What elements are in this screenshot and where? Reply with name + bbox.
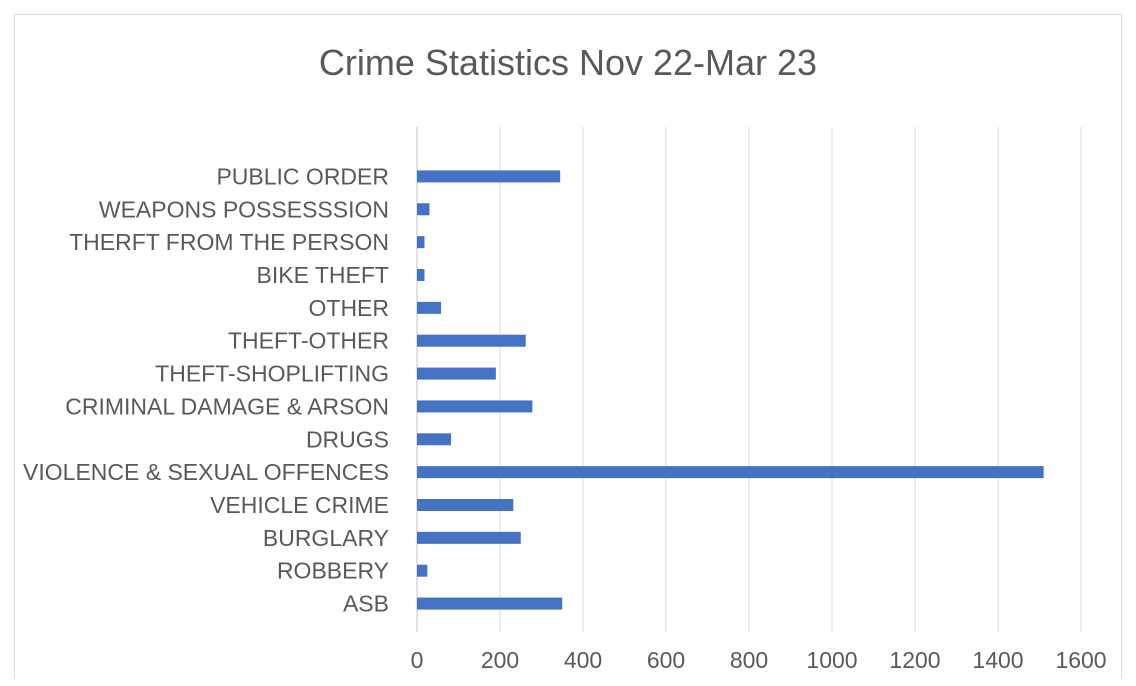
category-label: THERFT FROM THE PERSON [69, 229, 389, 255]
x-tick-labels: 0 200 400 600 800 1000 1200 1400 1600 [411, 647, 1107, 673]
bar [417, 499, 514, 511]
bar [417, 170, 561, 183]
category-label: THEFT-OTHER [228, 328, 389, 354]
x-tick-label: 400 [564, 647, 602, 673]
category-label: ROBBERY [277, 558, 389, 584]
category-label: VIOLENCE & SEXUAL OFFENCES [23, 459, 389, 485]
bar [417, 269, 425, 281]
bar [417, 466, 1044, 479]
bar [417, 531, 521, 544]
chart-frame [14, 14, 1122, 678]
bar [417, 203, 430, 216]
bar [417, 400, 533, 413]
category-label: ASB [343, 591, 389, 617]
bar [417, 433, 452, 446]
x-tick-label: 0 [411, 647, 424, 673]
bar [417, 236, 425, 249]
category-label: DRUGS [306, 426, 389, 452]
x-tick-label: 600 [647, 647, 685, 673]
bar [417, 367, 496, 380]
category-label: BURGLARY [263, 525, 389, 551]
x-tick-label: 1200 [889, 647, 940, 673]
category-label: THEFT-SHOPLIFTING [155, 361, 389, 387]
bar [417, 334, 526, 347]
category-label: PUBLIC ORDER [216, 163, 389, 189]
category-label: BIKE THEFT [257, 262, 390, 288]
gridlines [416, 127, 1082, 632]
x-tick-label: 800 [730, 647, 768, 673]
x-tick-label: 1400 [972, 647, 1023, 673]
x-tick-label: 1600 [1055, 647, 1106, 673]
x-tick-label: 200 [481, 647, 519, 673]
category-label: WEAPONS POSSESSSION [99, 196, 389, 222]
category-label: CRIMINAL DAMAGE & ARSON [65, 393, 389, 419]
bar [417, 564, 428, 577]
category-label: OTHER [309, 295, 390, 321]
bar [417, 597, 563, 610]
category-label: VEHICLE CRIME [210, 492, 389, 518]
chart-title: Crime Statistics Nov 22-Mar 23 [318, 42, 818, 83]
bars [417, 170, 1044, 610]
category-labels: PUBLIC ORDER WEAPONS POSSESSSION THERFT FR… [23, 163, 389, 616]
bar [417, 301, 442, 314]
x-tick-label: 1000 [806, 647, 857, 673]
